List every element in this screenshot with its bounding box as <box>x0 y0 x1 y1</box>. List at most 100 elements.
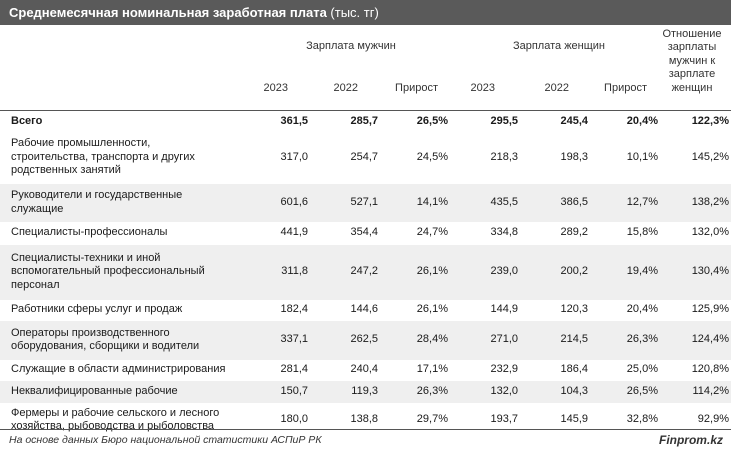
col-women-growth: Прирост <box>604 82 647 94</box>
row-category: Рабочие промышленности, строительства, т… <box>0 132 238 184</box>
cell-men-2022: 240,4 <box>350 363 378 376</box>
cell-women-2022: 145,9 <box>560 413 588 426</box>
category-line: Руководители и государственные <box>11 189 183 201</box>
category-line: вспомогательный профессиональный <box>11 265 205 278</box>
cell-women-2022: 120,3 <box>560 303 588 316</box>
cell-men-growth: 26,1% <box>416 303 448 316</box>
table-header: Зарплата мужчин Зарплата женщин Отношени… <box>0 25 731 110</box>
ratio-line: Отношение <box>662 28 722 40</box>
col-men-growth: Прирост <box>395 82 438 94</box>
cell-men-2023: 601,6 <box>238 183 308 222</box>
category-line: хозяйства, рыбоводства и рыболовства <box>11 420 215 432</box>
cell-ratio: 122,3% <box>658 110 731 132</box>
row-category: Фермеры и рабочие сельского и лесного хо… <box>0 403 238 438</box>
cell-women-2022: 386,5 <box>518 183 588 222</box>
col-men-2023: 2023 <box>263 82 288 94</box>
table-row: Руководители и государственные служащие … <box>0 183 731 222</box>
cell-women-growth: 20,4% <box>588 110 658 132</box>
cell-ratio: 92,9% <box>697 413 729 426</box>
col-men-2022: 2022 <box>333 82 358 94</box>
women-group-label: Зарплата женщин <box>512 40 606 52</box>
cell-women-2022: 104,3 <box>518 380 588 403</box>
table-row: Фермеры и рабочие сельского и лесного хо… <box>0 403 731 438</box>
cell-men-growth: 24,5% <box>416 150 448 163</box>
cell-men-2023: 150,7 <box>238 380 308 403</box>
cell-ratio: 124,4% <box>658 320 731 360</box>
cell-men-growth: 24,7% <box>416 226 448 239</box>
row-category: Работники сферы услуг и продаж <box>0 300 238 321</box>
brand-logo: Finprom.kz <box>658 433 723 447</box>
ratio-line: зарплаты <box>667 41 717 54</box>
cell-men-2022: 354,4 <box>350 226 378 239</box>
table-row: Работники сферы услуг и продаж 182,4 144… <box>0 300 731 321</box>
cell-men-2023: 311,8 <box>238 244 308 300</box>
cell-ratio: 120,8% <box>691 363 729 376</box>
category-line: Операторы производственного <box>11 326 170 339</box>
cell-men-2023: 182,4 <box>280 303 308 316</box>
cell-women-growth: 19,4% <box>588 244 658 300</box>
category-line: Всего <box>11 114 43 127</box>
cell-men-2022: 527,1 <box>308 183 378 222</box>
cell-women-growth: 26,5% <box>588 380 658 403</box>
table-row: Рабочие промышленности, строительства, т… <box>0 132 731 184</box>
cell-ratio: 130,4% <box>658 244 731 300</box>
category-line: оборудования, сборщики и водители <box>11 340 200 352</box>
table-row: Неквалифицированные рабочие 150,7 119,3 … <box>0 380 731 403</box>
cell-women-2022: 200,2 <box>518 244 588 300</box>
cell-men-2022: 247,2 <box>308 244 378 300</box>
cell-women-2022: 186,4 <box>560 363 588 376</box>
cell-men-2022: 254,7 <box>350 150 378 163</box>
salary-table: Всего 361,5 285,7 26,5% 295,5 245,4 20,4… <box>0 110 731 438</box>
row-category: Руководители и государственные служащие <box>0 183 238 222</box>
category-line: Рабочие промышленности, <box>11 137 151 150</box>
cell-men-2022: 262,5 <box>308 320 378 360</box>
ratio-line: женщин <box>671 81 713 94</box>
cell-ratio: 132,0% <box>691 226 729 239</box>
cell-men-2023: 317,0 <box>280 150 308 163</box>
cell-women-2023: 435,5 <box>448 183 518 222</box>
cell-women-growth: 26,3% <box>588 320 658 360</box>
table-row: Специалисты-техники и иной вспомогательн… <box>0 244 731 300</box>
row-category: Специалисты-техники и иной вспомогательн… <box>0 244 238 300</box>
cell-women-2022: 198,3 <box>560 150 588 163</box>
cell-men-growth: 17,1% <box>416 363 448 376</box>
cell-women-2023: 232,9 <box>490 363 518 376</box>
cell-women-2022: 214,5 <box>518 320 588 360</box>
ratio-line: зарплате <box>668 68 716 81</box>
cell-women-growth: 10,1% <box>626 150 658 163</box>
table-row: Служащие в области администрирования 281… <box>0 360 731 381</box>
cell-women-growth: 20,4% <box>626 303 658 316</box>
cell-women-2022: 245,4 <box>518 110 588 132</box>
cell-women-2023: 193,7 <box>490 413 518 426</box>
category-line: Специалисты-техники и иной <box>11 251 161 264</box>
row-category: Специалисты-профессионалы <box>0 222 238 245</box>
row-category: Служащие в области администрирования <box>0 360 238 381</box>
cell-women-2023: 218,3 <box>490 150 518 163</box>
cell-ratio: 114,2% <box>658 380 731 403</box>
col-women-2023: 2023 <box>470 82 495 94</box>
cell-men-2022: 144,6 <box>350 303 378 316</box>
cell-men-2023: 180,0 <box>280 413 308 426</box>
table-row: Специалисты-профессионалы 441,9 354,4 24… <box>0 222 731 245</box>
ratio-line: мужчин к <box>668 54 716 67</box>
row-category: Всего <box>0 110 238 132</box>
cell-women-growth: 32,8% <box>626 413 658 426</box>
category-line: родственных занятий <box>11 164 121 177</box>
cell-women-2023: 239,0 <box>448 244 518 300</box>
cell-men-growth: 26,1% <box>378 244 448 300</box>
cell-women-2023: 334,8 <box>490 226 518 239</box>
cell-men-growth: 29,7% <box>416 413 448 426</box>
source-note: На основе данных Бюро национальной стати… <box>9 434 322 446</box>
cell-ratio: 138,2% <box>658 183 731 222</box>
title-text: Среднемесячная номинальная заработная пл… <box>9 5 327 20</box>
cell-women-2023: 295,5 <box>448 110 518 132</box>
cell-ratio: 125,9% <box>691 303 729 316</box>
category-line: служащие <box>11 202 64 215</box>
category-line: Служащие в области администрирования <box>11 363 226 376</box>
cell-men-2023: 441,9 <box>280 226 308 239</box>
cell-women-growth: 12,7% <box>588 183 658 222</box>
cell-men-2022: 119,3 <box>308 380 378 403</box>
page-title: Среднемесячная номинальная заработная пл… <box>0 0 731 25</box>
category-line: Фермеры и рабочие сельского и лесного <box>11 406 220 419</box>
category-line: строительства, транспорта и других <box>11 150 195 163</box>
